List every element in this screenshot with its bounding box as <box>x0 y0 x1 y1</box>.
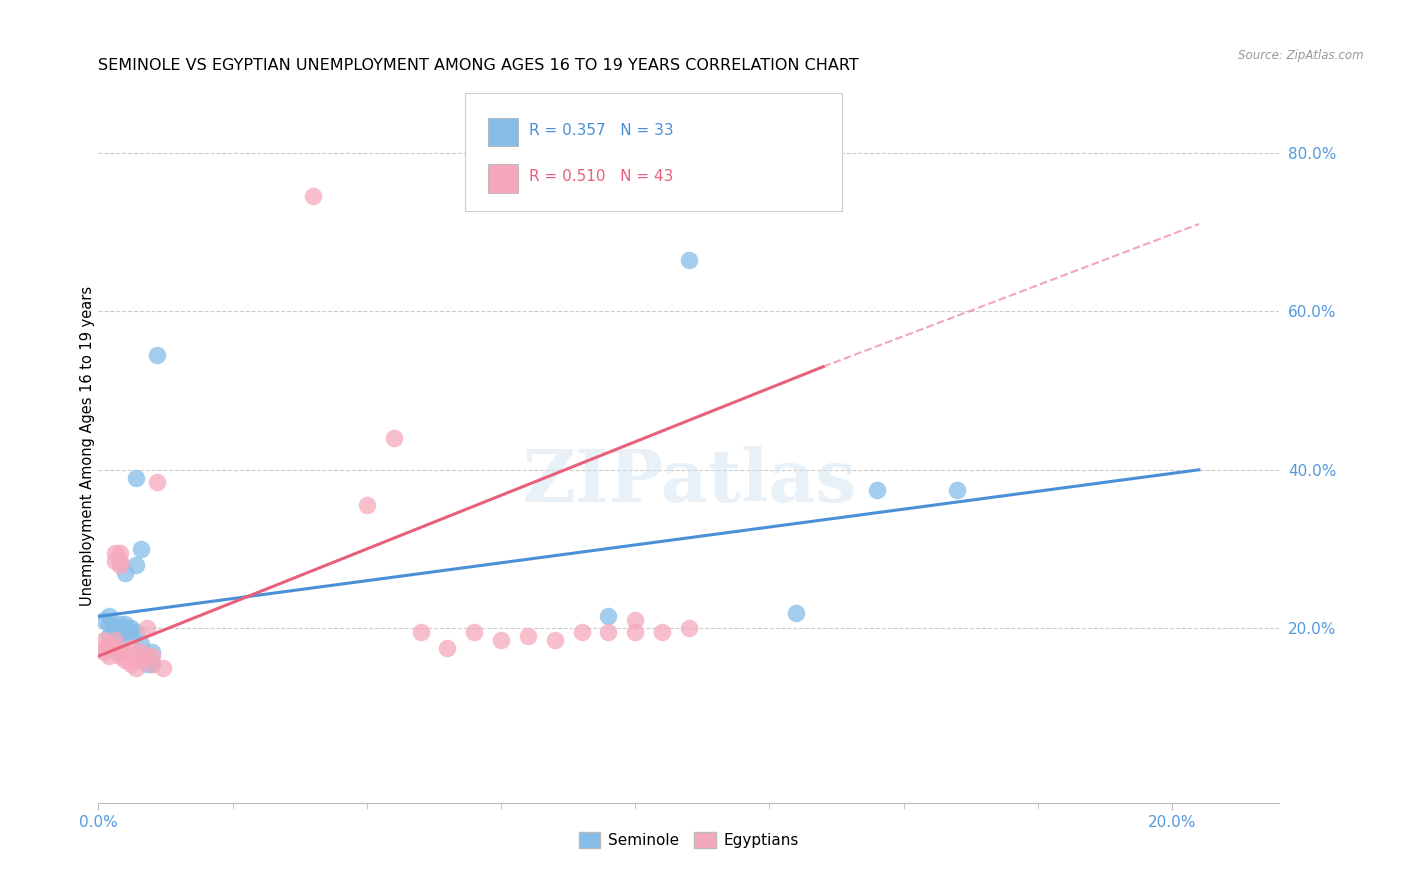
Point <box>598 609 620 624</box>
Point <box>103 546 125 560</box>
Point <box>146 348 169 362</box>
Point <box>125 471 148 485</box>
Point <box>103 641 125 656</box>
Point <box>98 637 121 651</box>
Point <box>108 554 131 568</box>
Text: ZIPatlas: ZIPatlas <box>522 446 856 517</box>
Point <box>489 633 512 648</box>
Point <box>131 653 153 667</box>
Point <box>678 621 700 635</box>
Point <box>624 625 647 640</box>
Point <box>108 633 131 648</box>
Text: Source: ZipAtlas.com: Source: ZipAtlas.com <box>1239 49 1364 62</box>
Point <box>463 625 485 640</box>
Point <box>108 645 131 659</box>
Point <box>302 189 325 203</box>
FancyBboxPatch shape <box>464 93 842 211</box>
Point <box>516 629 538 643</box>
Point <box>93 633 115 648</box>
Point <box>103 554 125 568</box>
Point <box>785 606 807 620</box>
Point <box>141 645 163 659</box>
Point <box>98 641 121 656</box>
Point <box>114 617 136 632</box>
Point <box>125 625 148 640</box>
Text: SEMINOLE VS EGYPTIAN UNEMPLOYMENT AMONG AGES 16 TO 19 YEARS CORRELATION CHART: SEMINOLE VS EGYPTIAN UNEMPLOYMENT AMONG … <box>98 58 859 73</box>
Point <box>131 542 153 557</box>
Point <box>866 483 889 497</box>
Point <box>141 657 163 671</box>
Point <box>120 621 142 635</box>
Point <box>120 625 142 640</box>
Point <box>108 649 131 664</box>
FancyBboxPatch shape <box>488 118 517 146</box>
Point <box>946 483 969 497</box>
Point <box>103 621 125 635</box>
Point <box>125 558 148 572</box>
Point <box>108 546 131 560</box>
Point <box>120 641 142 656</box>
Point <box>93 641 115 656</box>
Point <box>135 649 157 664</box>
Point <box>93 645 115 659</box>
Point <box>141 649 163 664</box>
Point <box>135 621 157 635</box>
Legend: Seminole, Egyptians: Seminole, Egyptians <box>571 824 807 855</box>
Point <box>598 625 620 640</box>
Point <box>125 661 148 675</box>
Point <box>103 625 125 640</box>
Point <box>103 633 125 648</box>
Point <box>120 657 142 671</box>
Text: R = 0.357   N = 33: R = 0.357 N = 33 <box>530 123 673 138</box>
Point <box>114 653 136 667</box>
Point <box>108 558 131 572</box>
Point <box>651 625 673 640</box>
Point <box>624 614 647 628</box>
Point <box>114 625 136 640</box>
Point <box>103 633 125 648</box>
Point <box>409 625 432 640</box>
Y-axis label: Unemployment Among Ages 16 to 19 years: Unemployment Among Ages 16 to 19 years <box>80 286 94 606</box>
Point <box>98 609 121 624</box>
FancyBboxPatch shape <box>488 164 517 193</box>
Point <box>571 625 593 640</box>
Point <box>93 614 115 628</box>
Point <box>356 499 378 513</box>
Point <box>108 625 131 640</box>
Point <box>141 657 163 671</box>
Point <box>98 617 121 632</box>
Point <box>114 621 136 635</box>
Point <box>135 649 157 664</box>
Point <box>125 649 148 664</box>
Point <box>146 475 169 489</box>
Point <box>114 566 136 580</box>
Point <box>678 252 700 267</box>
Point <box>103 641 125 656</box>
Point <box>135 657 157 671</box>
Point <box>98 629 121 643</box>
Point <box>436 641 458 656</box>
Text: R = 0.510   N = 43: R = 0.510 N = 43 <box>530 169 673 185</box>
Point <box>98 649 121 664</box>
Point <box>544 633 567 648</box>
Point <box>131 637 153 651</box>
Point <box>108 617 131 632</box>
Point <box>382 431 405 445</box>
Point <box>114 645 136 659</box>
Point <box>152 661 174 675</box>
Point <box>131 645 153 659</box>
